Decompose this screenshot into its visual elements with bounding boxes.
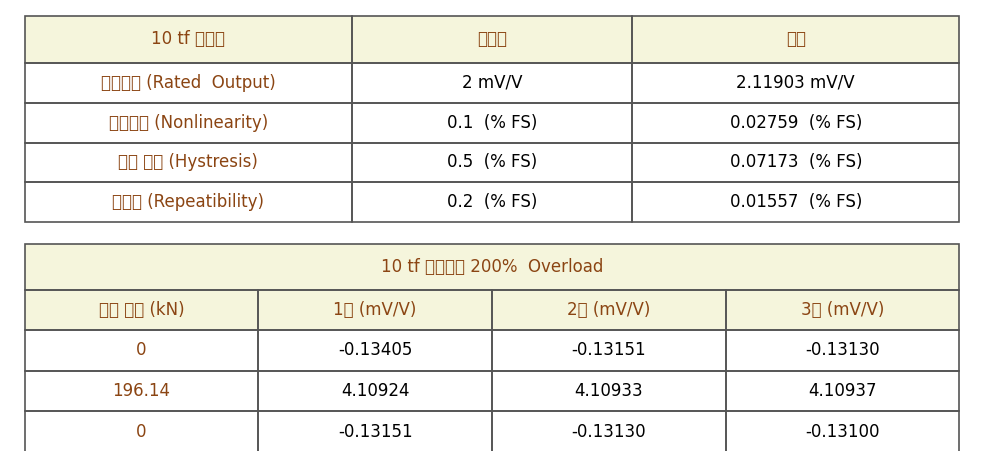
Bar <box>25 411 259 451</box>
Bar <box>259 371 492 411</box>
Bar <box>492 330 726 371</box>
Bar <box>259 330 492 371</box>
Text: 196.14: 196.14 <box>112 382 170 400</box>
Bar <box>352 182 633 222</box>
Bar <box>632 103 959 143</box>
Bar <box>259 330 492 371</box>
Bar <box>259 411 492 451</box>
Text: 2차 (mV/V): 2차 (mV/V) <box>567 301 650 319</box>
Bar <box>492 371 726 411</box>
Text: 1차 (mV/V): 1차 (mV/V) <box>334 301 417 319</box>
Bar <box>352 63 633 103</box>
Bar <box>25 330 259 371</box>
Bar <box>632 182 959 222</box>
Bar <box>726 290 959 330</box>
Bar <box>25 103 352 143</box>
Bar <box>25 103 352 143</box>
Bar <box>352 63 633 103</box>
Bar <box>492 330 726 371</box>
Text: 정격출력 (Rated  Output): 정격출력 (Rated Output) <box>100 74 276 92</box>
Text: 0.02759  (% FS): 0.02759 (% FS) <box>729 114 862 132</box>
Text: 비직선성 (Nonlinearity): 비직선성 (Nonlinearity) <box>108 114 268 132</box>
Text: 10 tf 로드셈의 200%  Overload: 10 tf 로드셈의 200% Overload <box>381 258 603 276</box>
Bar <box>25 244 959 290</box>
Bar <box>632 143 959 182</box>
Bar <box>259 290 492 330</box>
Text: 4.10937: 4.10937 <box>808 382 877 400</box>
Text: -0.13130: -0.13130 <box>572 423 646 441</box>
Bar <box>632 63 959 103</box>
Bar <box>632 16 959 63</box>
Bar <box>25 182 352 222</box>
Text: 2 mV/V: 2 mV/V <box>461 74 523 92</box>
Text: 하중 이력 (Hystresis): 하중 이력 (Hystresis) <box>118 153 258 171</box>
Bar <box>25 290 259 330</box>
Text: 10 tf 로드셈: 10 tf 로드셈 <box>152 31 225 48</box>
Bar <box>25 182 352 222</box>
Text: 3차 (mV/V): 3차 (mV/V) <box>801 301 885 319</box>
Text: -0.13405: -0.13405 <box>338 341 412 359</box>
Text: 0: 0 <box>136 423 147 441</box>
Bar <box>25 63 352 103</box>
Bar <box>492 411 726 451</box>
Bar <box>726 330 959 371</box>
Text: 2.11903 mV/V: 2.11903 mV/V <box>736 74 855 92</box>
Text: 사전 부하 (kN): 사전 부하 (kN) <box>98 301 184 319</box>
Bar <box>352 103 633 143</box>
Bar <box>25 16 352 63</box>
Bar <box>259 411 492 451</box>
Bar <box>632 143 959 182</box>
Bar <box>632 63 959 103</box>
Text: 0.01557  (% FS): 0.01557 (% FS) <box>729 193 862 211</box>
Bar <box>352 143 633 182</box>
Bar <box>726 290 959 330</box>
Text: 0.07173  (% FS): 0.07173 (% FS) <box>729 153 862 171</box>
Bar <box>352 16 633 63</box>
Bar <box>25 244 959 290</box>
Text: 목표치: 목표치 <box>477 31 507 48</box>
Bar <box>25 330 259 371</box>
Bar <box>25 371 259 411</box>
Bar <box>259 371 492 411</box>
Text: 결과: 결과 <box>786 31 806 48</box>
Text: 0.1  (% FS): 0.1 (% FS) <box>447 114 537 132</box>
Text: -0.13100: -0.13100 <box>805 423 880 441</box>
Bar <box>25 290 259 330</box>
Text: 반복도 (Repeatibility): 반복도 (Repeatibility) <box>112 193 264 211</box>
Bar <box>632 103 959 143</box>
Bar <box>352 182 633 222</box>
Text: 0: 0 <box>136 341 147 359</box>
Bar <box>352 103 633 143</box>
Bar <box>632 182 959 222</box>
Bar <box>726 411 959 451</box>
Bar <box>726 411 959 451</box>
Bar <box>492 290 726 330</box>
Bar <box>259 290 492 330</box>
Bar <box>632 16 959 63</box>
Text: 0.2  (% FS): 0.2 (% FS) <box>447 193 537 211</box>
Bar <box>25 411 259 451</box>
Bar <box>492 290 726 330</box>
Bar <box>25 63 352 103</box>
Bar <box>726 371 959 411</box>
Text: 0.5  (% FS): 0.5 (% FS) <box>447 153 537 171</box>
Bar <box>352 16 633 63</box>
Bar <box>25 143 352 182</box>
Bar <box>492 371 726 411</box>
Bar <box>352 143 633 182</box>
Text: -0.13151: -0.13151 <box>572 341 646 359</box>
Bar <box>25 371 259 411</box>
Bar <box>726 330 959 371</box>
Bar <box>726 371 959 411</box>
Text: 4.10933: 4.10933 <box>575 382 644 400</box>
Text: -0.13130: -0.13130 <box>805 341 880 359</box>
Bar <box>492 411 726 451</box>
Text: -0.13151: -0.13151 <box>338 423 412 441</box>
Bar <box>25 16 352 63</box>
Text: 4.10924: 4.10924 <box>340 382 409 400</box>
Bar <box>25 143 352 182</box>
